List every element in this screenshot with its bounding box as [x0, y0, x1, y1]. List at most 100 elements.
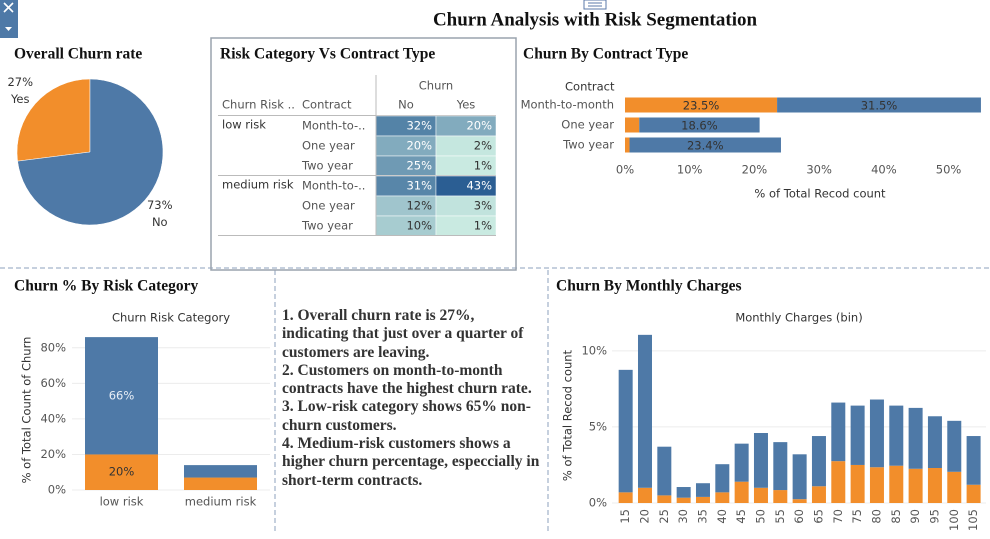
cell-label: 20%	[466, 119, 492, 133]
value-label: 20%	[109, 465, 135, 479]
close-icon[interactable]	[3, 2, 14, 13]
bar-segment	[639, 117, 760, 133]
x-tick-label: 65	[811, 509, 825, 524]
x-tick-label: low risk	[100, 495, 144, 509]
x-axis-title: % of Total Recod count	[754, 187, 886, 201]
bar-segment	[811, 436, 826, 487]
bar-segment	[850, 405, 865, 465]
cell-label: 20%	[406, 139, 432, 153]
row-label: Two year	[301, 159, 353, 173]
row-label: One year	[302, 139, 355, 153]
bar-segment	[625, 97, 778, 113]
bar-segment	[734, 481, 749, 503]
bar-segment	[85, 337, 158, 455]
notes-panel: 1. Overall churn rate is 27%, indicating…	[282, 307, 544, 490]
bar-segment	[734, 443, 749, 482]
bar-segment	[618, 492, 633, 503]
bar-segment	[831, 402, 846, 462]
x-tick-label: 70	[831, 509, 845, 524]
y-tick-label: One year	[561, 118, 614, 132]
row-header: Churn Risk ..	[222, 98, 295, 112]
value-label: 31.5%	[861, 99, 898, 113]
chart-title: Churn By Monthly Charges	[556, 278, 742, 295]
y-tick-label: 0%	[589, 496, 607, 510]
bar-segment	[947, 420, 962, 472]
x-tick-label: 50%	[936, 163, 962, 177]
x-tick-label: 90	[908, 509, 922, 524]
bar-segment	[695, 483, 710, 497]
note: 4. Medium-risk customers shows a higher …	[282, 435, 540, 489]
row-label: Two year	[301, 219, 353, 233]
bar-segment	[618, 369, 633, 493]
chart-header: Churn Risk Category	[112, 311, 230, 325]
bar-segment	[966, 484, 981, 503]
bar-segment	[85, 454, 158, 490]
bar-segment	[869, 467, 884, 503]
value-label: 66%	[109, 388, 135, 402]
bar-segment	[792, 499, 807, 503]
x-tick-label: 95	[927, 509, 941, 524]
cell-label: 43%	[466, 179, 492, 193]
bar-segment	[777, 97, 981, 113]
note: 1. Overall churn rate is 27%, indicating…	[282, 307, 524, 361]
x-tick-label: 60	[792, 509, 806, 524]
bar-segment	[966, 436, 981, 485]
cell-label: 1%	[474, 159, 492, 173]
bar-segment	[184, 465, 257, 478]
column-label: No	[398, 98, 414, 112]
bar-segment	[657, 446, 672, 496]
bar-segment	[908, 468, 923, 503]
bar-segment	[625, 117, 640, 133]
dropdown-icon[interactable]	[5, 27, 12, 31]
dividers	[0, 267, 990, 532]
bar-segment	[889, 405, 904, 466]
note: 3. Low-risk category shows 65% non-churn…	[282, 398, 531, 434]
bar-segment	[792, 454, 807, 500]
bar-segment	[629, 137, 781, 153]
bar-segment	[637, 487, 652, 503]
bar-segment	[773, 442, 788, 491]
group-label: low risk	[222, 118, 266, 132]
column-label: Yes	[456, 98, 476, 112]
bar-segment	[753, 487, 768, 503]
y-tick-label: 0%	[48, 483, 66, 497]
cell-label: 12%	[406, 199, 432, 213]
x-tick-label: 10%	[677, 163, 703, 177]
pie-value-label: 27%	[7, 75, 33, 89]
bar-segment	[676, 487, 691, 498]
x-tick-label: 85	[889, 509, 903, 524]
value-label: 23.5%	[683, 99, 720, 113]
bar-segment	[637, 334, 652, 488]
y-tick-label: Two year	[562, 138, 614, 152]
x-tick-label: 105	[966, 509, 980, 531]
row-label: One year	[302, 199, 355, 213]
x-tick-label: 20%	[742, 163, 768, 177]
bar-segment	[715, 464, 730, 493]
toolbar[interactable]	[0, 0, 18, 38]
pie-category-label: Yes	[10, 92, 30, 106]
x-tick-label: 75	[850, 509, 864, 524]
group-label: medium risk	[222, 178, 294, 192]
bar-segment	[753, 433, 768, 488]
x-tick-label: 50	[753, 509, 767, 524]
x-tick-label: 35	[695, 509, 709, 524]
pie-slice	[17, 78, 164, 226]
bar-segment	[625, 137, 630, 153]
note: 2. Customers on month-to-month contracts…	[282, 361, 532, 398]
bar-segment	[927, 416, 942, 468]
bar-segment	[657, 495, 672, 503]
cell-label: 32%	[406, 119, 432, 133]
row-label: Month-to-..	[302, 179, 365, 193]
y-tick-label: 60%	[40, 376, 66, 390]
x-tick-label: 25	[657, 509, 671, 524]
x-tick-label: 40%	[871, 163, 897, 177]
y-axis-title: % of Total Count of Churn	[20, 337, 34, 484]
handle-icon[interactable]	[583, 0, 607, 10]
bar-segment	[831, 461, 846, 503]
x-tick-label: 80	[869, 509, 883, 524]
x-tick-label: 30%	[806, 163, 832, 177]
chart-title: Churn % By Risk Category	[14, 278, 199, 295]
bar-segment	[695, 496, 710, 503]
y-tick-label: 20%	[40, 447, 66, 461]
